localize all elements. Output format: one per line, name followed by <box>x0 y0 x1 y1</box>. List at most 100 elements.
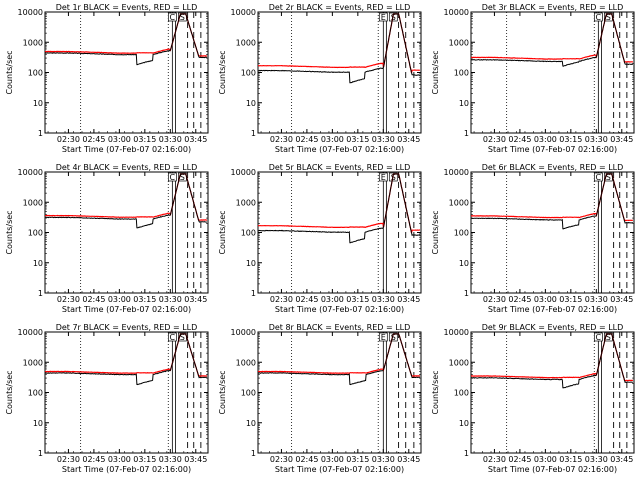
x-tick-label: 02:45 <box>295 295 318 304</box>
y-axis-label: Counts/sec <box>5 50 14 94</box>
y-tick-label: 10 <box>459 99 469 108</box>
x-tick-label: 02:45 <box>82 295 105 304</box>
y-tick-label: 1000 <box>236 38 256 47</box>
y-tick-label: 10 <box>33 419 43 428</box>
y-tick-label: 10 <box>33 99 43 108</box>
panel-title: Det 9r BLACK = Events, RED = LLD <box>482 323 624 332</box>
x-axis-label: Start Time (07-Feb-07 02:16:00) <box>62 145 191 154</box>
x-tick-label: 03:15 <box>559 135 582 144</box>
region-box <box>388 332 398 342</box>
x-tick-label: 02:45 <box>508 135 531 144</box>
events-series-line <box>471 173 633 230</box>
x-axis-label: Start Time (07-Feb-07 02:16:00) <box>62 305 191 314</box>
y-tick-label: 100 <box>241 389 256 398</box>
x-tick-label: 03:00 <box>534 455 557 464</box>
y-axis-label: Counts/sec <box>218 370 227 414</box>
x-tick-label: 03:30 <box>372 455 395 464</box>
x-tick-label: 03:45 <box>397 455 420 464</box>
y-tick-label: 1 <box>251 129 256 138</box>
detector-panel-det-4r: Det 4r BLACK = Events, RED = LLD 1 10 100 10… <box>5 163 209 314</box>
x-tick-label: 02:45 <box>508 295 531 304</box>
y-tick-label: 100 <box>28 389 43 398</box>
y-tick-label: 100 <box>241 69 256 78</box>
x-tick-label: 03:30 <box>372 295 395 304</box>
region-box-label: S <box>606 13 611 22</box>
x-tick-label: 02:30 <box>57 455 80 464</box>
region-box-label: S <box>180 333 185 342</box>
x-tick-label: 02:30 <box>270 135 293 144</box>
x-tick-label: 02:45 <box>295 135 318 144</box>
detector-panel-det-2r: Det 2r BLACK = Events, RED = LLD 1 10 100 10… <box>218 3 422 154</box>
region-box <box>593 332 603 342</box>
y-tick-label: 10000 <box>444 8 469 17</box>
y-tick-label: 10 <box>33 259 43 268</box>
region-box-label: S <box>180 173 185 182</box>
y-tick-label: 100 <box>28 69 43 78</box>
x-tick-label: 03:45 <box>610 295 633 304</box>
x-tick-label: 02:30 <box>483 135 506 144</box>
events-series-line <box>44 173 207 229</box>
x-tick-label: 03:30 <box>585 295 608 304</box>
y-tick-label: 100 <box>454 229 469 238</box>
x-tick-label: 03:15 <box>346 135 369 144</box>
y-tick-label: 1000 <box>449 358 469 367</box>
x-tick-label: 02:45 <box>82 135 105 144</box>
x-axis-label: Start Time (07-Feb-07 02:16:00) <box>275 305 404 314</box>
region-box <box>167 332 177 342</box>
panel-title: Det 3r BLACK = Events, RED = LLD <box>482 3 624 12</box>
y-tick-label: 10000 <box>231 328 256 337</box>
x-tick-label: 03:15 <box>133 455 156 464</box>
x-tick-label: 03:00 <box>108 295 131 304</box>
x-tick-label: 03:00 <box>108 455 131 464</box>
plot-frame <box>44 11 209 134</box>
x-tick-label: 03:30 <box>159 135 182 144</box>
x-tick-label: 03:30 <box>585 455 608 464</box>
events-series-line <box>258 333 420 386</box>
y-tick-label: 10 <box>246 99 256 108</box>
y-tick-label: 10000 <box>18 8 43 17</box>
y-tick-label: 1 <box>38 449 43 458</box>
y-tick-label: 1000 <box>449 198 469 207</box>
region-box-label: C <box>596 13 602 22</box>
y-tick-label: 1000 <box>23 38 43 47</box>
x-tick-label: 03:15 <box>559 455 582 464</box>
events-series-line <box>257 13 421 84</box>
y-axis-label: Counts/sec <box>218 210 227 254</box>
y-tick-label: 1 <box>38 129 43 138</box>
region-box-label: C <box>170 173 176 182</box>
region-box <box>378 172 388 182</box>
plot-frame <box>470 171 635 294</box>
x-axis-label: Start Time (07-Feb-07 02:16:00) <box>488 145 617 154</box>
y-tick-label: 1000 <box>23 198 43 207</box>
region-box <box>167 12 177 22</box>
region-box-label: C <box>596 173 602 182</box>
plot-frame <box>44 331 209 454</box>
detector-panel-det-6r: Det 6r BLACK = Events, RED = LLD 1 10 100 10… <box>431 163 635 314</box>
x-tick-label: 03:30 <box>159 455 182 464</box>
x-axis-label: Start Time (07-Feb-07 02:16:00) <box>62 465 191 474</box>
region-box-label: E <box>381 13 386 22</box>
events-series-line <box>44 13 208 66</box>
y-axis-label: Counts/sec <box>431 370 440 414</box>
x-tick-label: 03:45 <box>610 135 633 144</box>
y-tick-label: 1 <box>38 289 43 298</box>
x-tick-label: 03:00 <box>108 135 131 144</box>
detector-panel-det-9r: Det 9r BLACK = Events, RED = LLD 1 10 100 10… <box>431 323 635 474</box>
panel-title: Det 1r BLACK = Events, RED = LLD <box>56 3 198 12</box>
plot-frame <box>44 171 209 294</box>
y-tick-label: 10000 <box>18 328 43 337</box>
y-tick-label: 10 <box>246 419 256 428</box>
x-tick-label: 03:45 <box>397 135 420 144</box>
x-tick-label: 03:30 <box>159 295 182 304</box>
x-tick-label: 03:15 <box>133 295 156 304</box>
y-tick-label: 1 <box>464 289 469 298</box>
x-tick-label: 02:30 <box>483 455 506 464</box>
x-tick-label: 03:00 <box>534 295 557 304</box>
detector-panel-det-7r: Det 7r BLACK = Events, RED = LLD 1 10 100 10… <box>5 323 209 474</box>
events-series-line <box>44 333 207 386</box>
plot-frame <box>470 11 635 134</box>
y-axis-label: Counts/sec <box>431 210 440 254</box>
y-tick-label: 10 <box>459 259 469 268</box>
y-tick-label: 10000 <box>231 8 256 17</box>
